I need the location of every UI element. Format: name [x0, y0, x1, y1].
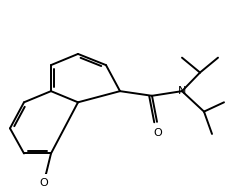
Text: O: O — [40, 178, 48, 187]
Text: N: N — [178, 86, 186, 96]
Text: O: O — [154, 128, 162, 138]
